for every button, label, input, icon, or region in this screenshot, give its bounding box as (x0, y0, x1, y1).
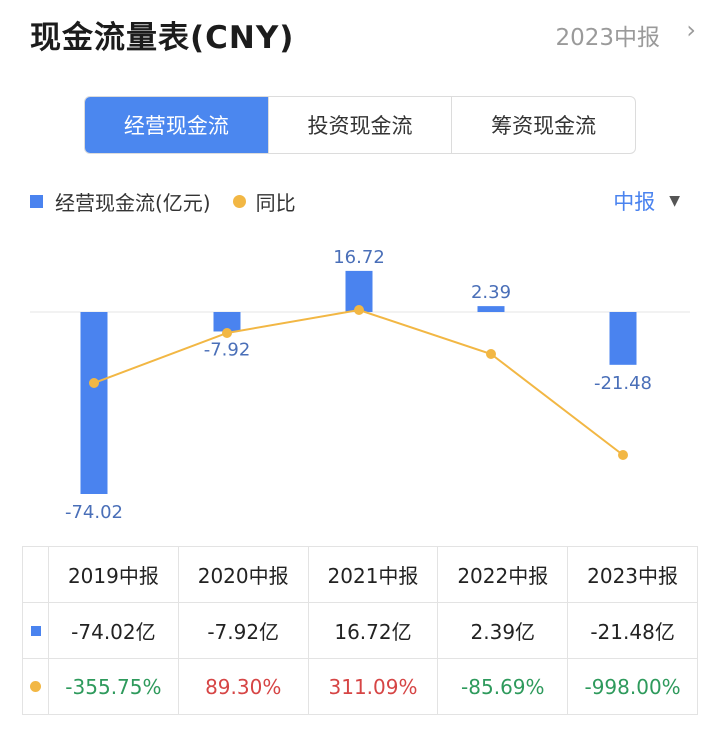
table-header-cell: 2023中报 (568, 547, 698, 603)
table-header-row: 2019中报 2020中报 2021中报 2022中报 2023中报 (23, 547, 698, 603)
period-type-dropdown[interactable]: 中报 ▼ (613, 186, 680, 216)
table-cell-yoy: -85.69% (438, 659, 569, 715)
table-cell-yoy: -355.75% (49, 659, 179, 715)
header: 现金流量表(CNY) 2023中报 › (0, 0, 720, 70)
bar-legend-label: 经营现金流(亿元) (55, 190, 211, 215)
yoy-point-2023中报 (618, 450, 628, 460)
row-marker (23, 603, 49, 659)
table-cell-yoy: 311.09% (308, 659, 439, 715)
line-legend-label: 同比 (255, 190, 296, 215)
table-header-cell: 2021中报 (308, 547, 439, 603)
line-series (89, 305, 628, 460)
table-cell-value: 2.39亿 (438, 603, 569, 659)
tab-investing-cashflow[interactable]: 投资现金流 (267, 97, 452, 153)
yoy-point-2021中报 (354, 305, 364, 315)
bar-value-label: -21.48 (594, 373, 652, 394)
bar-2019中报 (80, 312, 108, 494)
line-legend-swatch (232, 194, 246, 208)
table-corner (23, 547, 49, 603)
bar-value-label: 16.72 (333, 247, 385, 268)
report-period-link[interactable]: 2023中报 (555, 25, 660, 51)
table-cell-value: -74.02亿 (49, 603, 179, 659)
bar-legend-swatch (30, 194, 43, 208)
bar-2022中报 (477, 306, 505, 312)
bar-value-label: -7.92 (204, 339, 251, 360)
cashflow-chart: -74.02 -7.92 16.72 2.39 -21.48 (30, 247, 690, 523)
bar-2020中报 (213, 312, 241, 332)
chart-legend: 经营现金流(亿元) 同比 (30, 186, 296, 216)
bar-labels: -74.02 -7.92 16.72 2.39 -21.48 (65, 247, 652, 523)
yoy-point-2020中报 (222, 328, 232, 338)
row-marker (23, 659, 49, 715)
bar-value-label: -74.02 (65, 502, 123, 523)
yoy-line (93, 308, 624, 456)
table-cell-value: -21.48亿 (568, 603, 698, 659)
bar-series (80, 270, 637, 494)
table-row-values: -74.02亿 -7.92亿 16.72亿 2.39亿 -21.48亿 (23, 603, 698, 659)
page-title: 现金流量表(CNY) (30, 20, 295, 56)
yoy-point-2022中报 (486, 349, 496, 359)
table-header-cell: 2020中报 (178, 547, 309, 603)
period-type-label: 中报 (613, 190, 656, 214)
bar-row-swatch (30, 625, 41, 636)
table-cell-value: -7.92亿 (178, 603, 309, 659)
tab-financing-cashflow[interactable]: 筹资现金流 (451, 97, 635, 153)
table-header-cell: 2019中报 (49, 547, 179, 603)
table-header-cell: 2022中报 (438, 547, 569, 603)
cashflow-tabs: 经营现金流 投资现金流 筹资现金流 (84, 96, 636, 154)
bar-2023中报 (609, 312, 637, 365)
line-row-swatch (30, 681, 41, 692)
tab-operating-cashflow[interactable]: 经营现金流 (85, 97, 268, 153)
data-table: 2019中报 2020中报 2021中报 2022中报 2023中报 -74.0… (22, 546, 698, 715)
caret-down-icon: ▼ (669, 193, 680, 209)
table-cell-value: 16.72亿 (308, 603, 439, 659)
bar-value-label: 2.39 (471, 282, 511, 303)
yoy-point-2019中报 (89, 378, 99, 388)
table-row-yoy: -355.75% 89.30% 311.09% -85.69% -998.00% (23, 659, 698, 715)
chevron-right-icon[interactable]: › (686, 16, 696, 44)
table-cell-yoy: 89.30% (178, 659, 309, 715)
table-cell-yoy: -998.00% (568, 659, 698, 715)
